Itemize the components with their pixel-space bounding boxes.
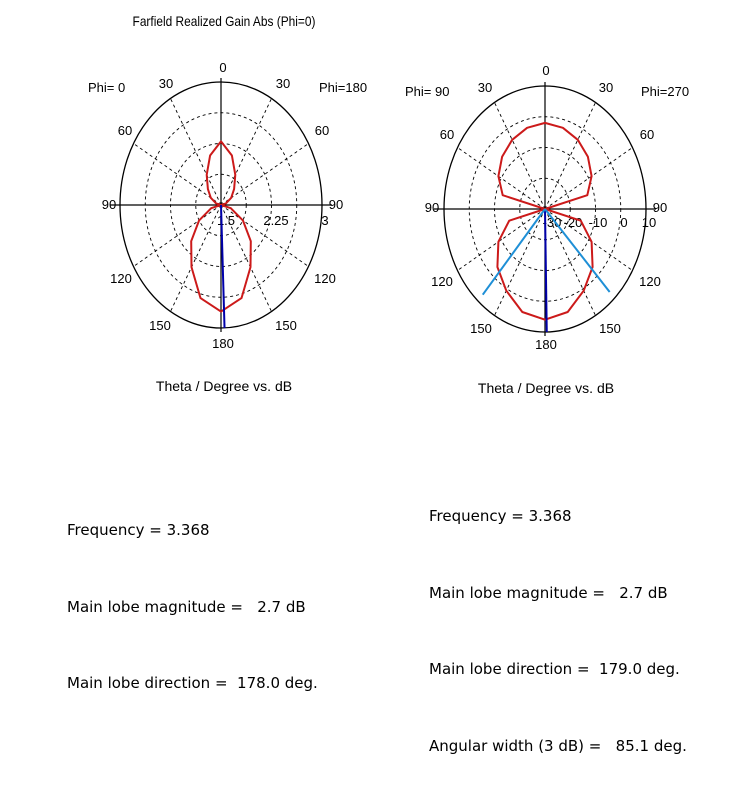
grid-spoke	[133, 143, 222, 206]
x-axis-label-right: Theta / Degree vs. dB	[477, 380, 615, 396]
angle-tick-label: 90	[102, 197, 116, 212]
radial-tick-label: 10	[642, 215, 656, 230]
radial-tick-label: 0	[620, 215, 627, 230]
angle-tick-label: 180	[535, 337, 557, 352]
main-lobe-line	[544, 208, 548, 332]
angle-tick-label: 150	[275, 318, 297, 333]
chart-title: Farfield Realized Gain Abs (Phi=0)	[132, 13, 316, 29]
main-lobe-magnitude-text: Main lobe magnitude = 2.7 dB	[429, 583, 668, 602]
grid-spoke	[220, 204, 272, 312]
angle-tick-label: 120	[639, 274, 661, 289]
angle-tick-label: 60	[440, 127, 454, 142]
grid-spoke	[220, 98, 272, 206]
angle-tick-label: 150	[470, 321, 492, 336]
angle-tick-label: 120	[431, 274, 453, 289]
angle-tick-label: 0	[219, 60, 226, 75]
grid-spoke	[494, 102, 546, 210]
radial-tick-label: -10	[589, 215, 608, 230]
angle-tick-label: 30	[276, 76, 290, 91]
radial-tick-label: 3	[321, 213, 328, 228]
angle-tick-label: 30	[478, 80, 492, 95]
pattern-curve	[190, 140, 252, 313]
angle-tick-label: 120	[110, 271, 132, 286]
angle-tick-label: 150	[599, 321, 621, 336]
angle-tick-label: 60	[640, 127, 654, 142]
phi-left-label: Phi= 90	[405, 84, 449, 99]
main-lobe-direction-text: Main lobe direction = 179.0 deg.	[429, 660, 680, 678]
x-axis-label-left: Theta / Degree vs. dB	[155, 378, 293, 394]
grid-spoke	[544, 208, 596, 316]
radial-tick-label: 1.5	[217, 213, 235, 228]
angle-tick-label: 60	[118, 123, 132, 138]
angle-tick-label: 150	[149, 318, 171, 333]
main-lobe-direction-text: Main lobe direction = 178.0 deg.	[67, 674, 318, 692]
radial-tick-label: 2.25	[263, 213, 288, 228]
grid-spoke	[544, 102, 596, 210]
beamwidth-line	[481, 208, 546, 296]
phi-left-label: Phi= 0	[88, 80, 125, 95]
angle-tick-label: 90	[425, 200, 439, 215]
frequency-text: Frequency = 3.368	[429, 507, 572, 525]
angle-tick-label: 180	[212, 336, 234, 351]
grid-spoke	[170, 204, 222, 312]
pattern-curve	[496, 121, 594, 321]
angle-tick-label: 30	[159, 76, 173, 91]
phi-right-label: Phi=180	[319, 80, 367, 95]
main-lobe-line	[220, 204, 226, 328]
angle-tick-label: 120	[314, 271, 336, 286]
beamwidth-line	[544, 208, 611, 293]
angle-tick-label: 90	[653, 200, 667, 215]
angle-tick-label: 30	[599, 80, 613, 95]
grid-spoke	[170, 98, 222, 206]
main-lobe-magnitude-text: Main lobe magnitude = 2.7 dB	[67, 597, 306, 616]
frequency-text: Frequency = 3.368	[67, 521, 210, 539]
phi-right-label: Phi=270	[641, 84, 689, 99]
grid-spoke	[494, 208, 546, 316]
angle-tick-label: 60	[315, 123, 329, 138]
info-panel-left: Frequency = 3.368 Main lobe magnitude = …	[67, 467, 318, 722]
angle-tick-label: 0	[542, 63, 549, 78]
angular-width-text: Angular width (3 dB) = 85.1 deg.	[429, 736, 687, 755]
radial-tick-label: -30	[543, 215, 562, 230]
info-panel-right: Frequency = 3.368 Main lobe magnitude = …	[429, 453, 687, 785]
angle-tick-label: 90	[329, 197, 343, 212]
